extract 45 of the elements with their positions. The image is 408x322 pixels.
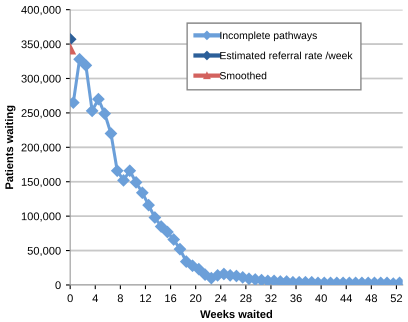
x-axis-title: Weeks waited [200,310,272,318]
point [168,233,180,246]
point [155,220,168,233]
point [174,243,186,256]
x-tick-label: 12 [140,294,152,302]
x-tick-label: 52 [390,294,402,302]
x-tick-label: 8 [118,294,123,302]
x-tick-label: 0 [68,294,73,302]
point [161,226,174,238]
point [192,263,205,276]
x-tick-label: 20 [190,294,202,302]
x-tick-label: 48 [365,294,378,302]
y-tick-label: 150,000 [22,178,61,188]
x-tick-label: 28 [240,294,252,302]
y-tick-label: 400,000 [21,6,61,16]
point [86,104,98,117]
x-tick-label: 32 [265,294,277,302]
y-tick-label: 300,000 [21,74,61,84]
point [92,93,105,106]
x-tick-label: 44 [340,294,352,302]
point [136,186,148,199]
y-axis-title: Patients waiting [5,106,16,189]
point [142,199,155,212]
x-tick-label: 4 [92,294,98,302]
legend-label: Incomplete pathways [220,31,317,42]
legend-label: Smoothed [220,72,266,80]
point [130,176,142,189]
point [80,59,92,72]
point [117,174,130,186]
y-tick-label: 200,000 [22,144,61,153]
y-tick-label: 100,000 [22,212,61,222]
point [98,107,111,120]
point [148,211,161,224]
x-tick-label: 24 [215,294,227,302]
x-tick-label: 16 [165,294,176,302]
y-tick-label: 0 [55,281,61,290]
point [104,127,118,140]
point [124,164,136,177]
x-tick-label: 36 [290,294,302,302]
x-tick-label: 40 [315,294,327,302]
y-tick-label: 350,000 [21,40,61,50]
y-tick-label: 50,000 [28,246,61,256]
point [73,53,86,66]
point [111,164,124,177]
y-tick-label: 250,000 [22,109,61,118]
